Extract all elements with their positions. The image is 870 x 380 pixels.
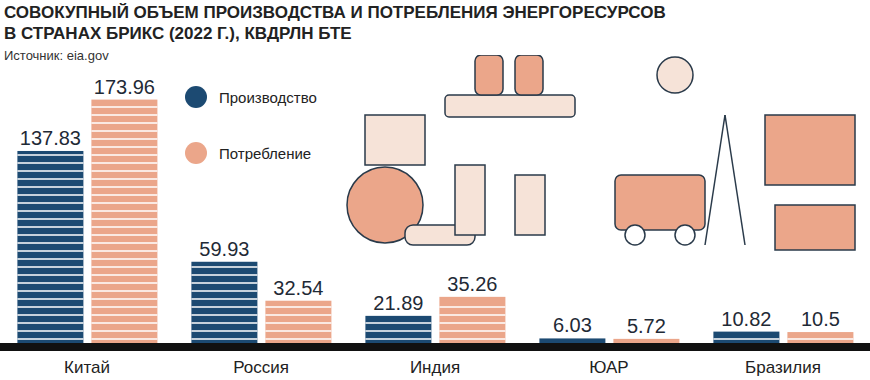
svg-text:Китай: Китай: [64, 358, 110, 377]
html-text:Производство: Производство: [219, 88, 317, 106]
svg-text:10.5: 10.5: [801, 308, 840, 330]
svg-text:35.26: 35.26: [447, 273, 497, 295]
svg-text:5.72: 5.72: [627, 315, 666, 337]
svg-text:Индия: Индия: [410, 358, 460, 377]
svg-text:Бразилия: Бразилия: [745, 358, 821, 377]
html-text:Потребление: Потребление: [219, 144, 312, 162]
svg-text:Россия: Россия: [233, 358, 289, 377]
svg-text:32.54: 32.54: [273, 277, 323, 299]
svg-text:6.03: 6.03: [553, 314, 592, 336]
svg-text:21.89: 21.89: [373, 292, 423, 314]
svg-text:10.82: 10.82: [721, 308, 771, 330]
svg-text:173.96: 173.96: [94, 76, 155, 98]
html-text:В СТРАНАХ БРИКС (2022 Г.), КВД: В СТРАНАХ БРИКС (2022 Г.), КВДРЛН БТЕ: [4, 24, 352, 43]
svg-text:59.93: 59.93: [199, 238, 249, 260]
html-text:СОВОКУПНЫЙ ОБЪЕМ ПРОИЗВОДСТВА: СОВОКУПНЫЙ ОБЪЕМ ПРОИЗВОДСТВА И ПОТРЕБЛЕ…: [4, 3, 666, 22]
svg-text:137.83: 137.83: [20, 127, 81, 149]
html-text:Источник: eia.gov: Источник: eia.gov: [4, 48, 109, 63]
svg-text:ЮАР: ЮАР: [589, 358, 628, 377]
